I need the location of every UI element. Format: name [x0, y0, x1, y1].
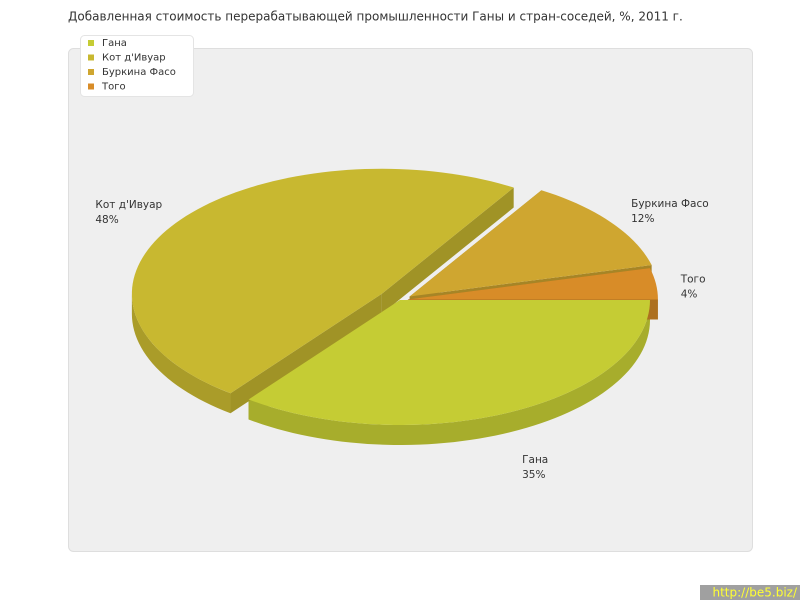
- legend-label: Кот д'Ивуар: [102, 53, 166, 64]
- slice-label: Того: [680, 274, 706, 286]
- pie: [131, 168, 658, 445]
- legend-box: [80, 35, 194, 97]
- slice-label: Буркина Фасо: [631, 198, 709, 210]
- slice-value-label: 12%: [631, 213, 654, 225]
- slice: [131, 168, 514, 394]
- legend: Гана Кот д'Ивуар Буркина Фасо Того: [88, 38, 176, 93]
- slice-label: Кот д'Ивуар: [95, 199, 162, 211]
- legend-swatch: [88, 40, 94, 46]
- slice-wall: [381, 187, 514, 314]
- slice: [248, 300, 650, 425]
- legend-label: Того: [101, 82, 126, 93]
- legend-label: Гана: [102, 38, 127, 49]
- pie-labels: Гана 35% Кот д'Ивуар 48% Буркина Фасо 12% Того…: [95, 198, 708, 481]
- legend-label: Буркина Фасо: [102, 67, 176, 78]
- slice-value-label: 35%: [522, 469, 545, 481]
- slice-side: [248, 300, 650, 445]
- slice-side: [131, 293, 231, 414]
- slice: [407, 268, 658, 300]
- watermark: http://be5.biz/: [712, 586, 797, 600]
- slice-value-label: 4%: [681, 289, 698, 301]
- slice-label: Гана: [522, 454, 548, 466]
- slice-value-label: 48%: [95, 214, 118, 226]
- watermark-bg: [700, 585, 800, 600]
- legend-swatch: [88, 54, 94, 61]
- legend-swatch: [88, 69, 94, 75]
- legend-swatch: [88, 83, 94, 90]
- slice-wall: [230, 293, 382, 414]
- chart-title: Добавленная стоимость перерабатывающей п…: [68, 10, 683, 24]
- slice: [409, 190, 652, 297]
